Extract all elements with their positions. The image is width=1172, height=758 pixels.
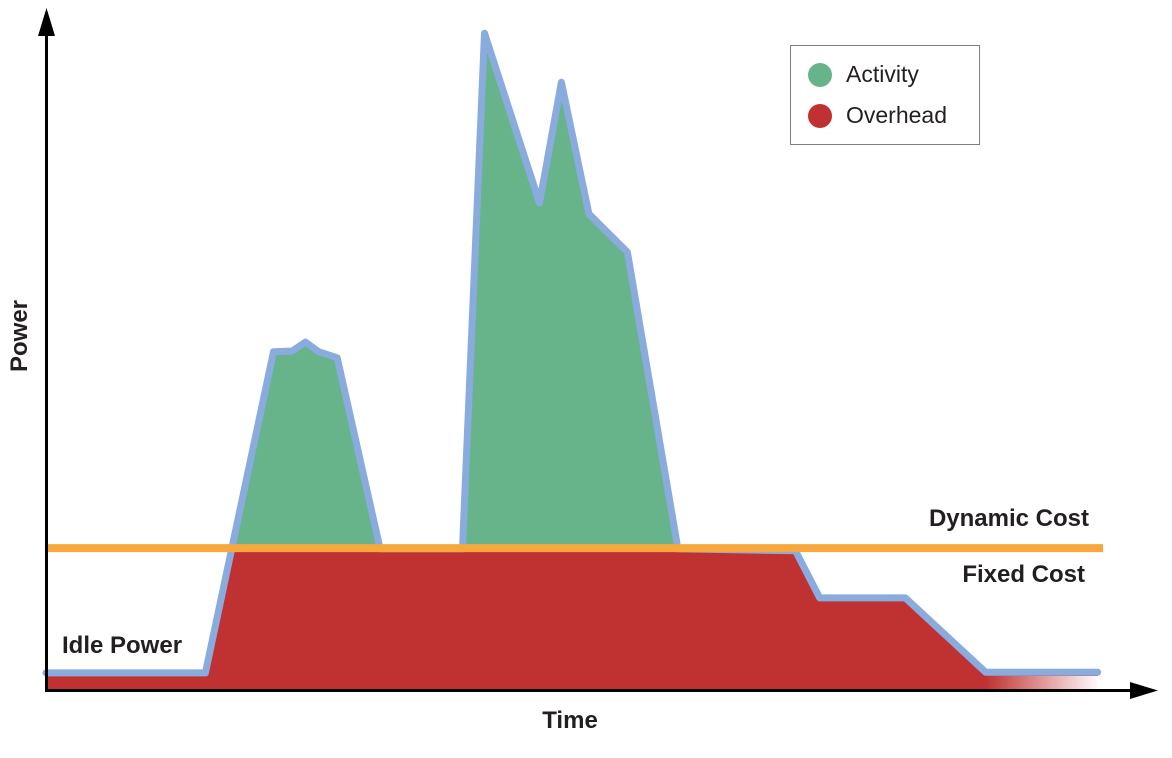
x-axis-arrow-icon [1130,682,1158,699]
legend-label-overhead: Overhead [846,102,948,128]
dynamic-cost-annotation: Dynamic Cost [928,505,1089,532]
fade-overlay [986,676,1100,692]
legend-label-activity: Activity [846,61,919,87]
y-axis-arrow-icon [38,8,55,36]
activity-area [232,33,678,547]
legend-item-overhead: Overhead [808,102,979,129]
fixed-cost-annotation: Fixed Cost [962,561,1085,588]
power-curve [42,29,1102,677]
activity-swatch-icon [808,62,832,87]
idle-power-annotation: Idle Power [62,632,183,659]
legend: Activity Overhead [790,45,980,145]
legend-item-activity: Activity [808,61,979,88]
y-axis-label: Power [6,299,33,373]
overhead-swatch-icon [808,103,832,128]
x-axis-label: Time [542,707,598,734]
